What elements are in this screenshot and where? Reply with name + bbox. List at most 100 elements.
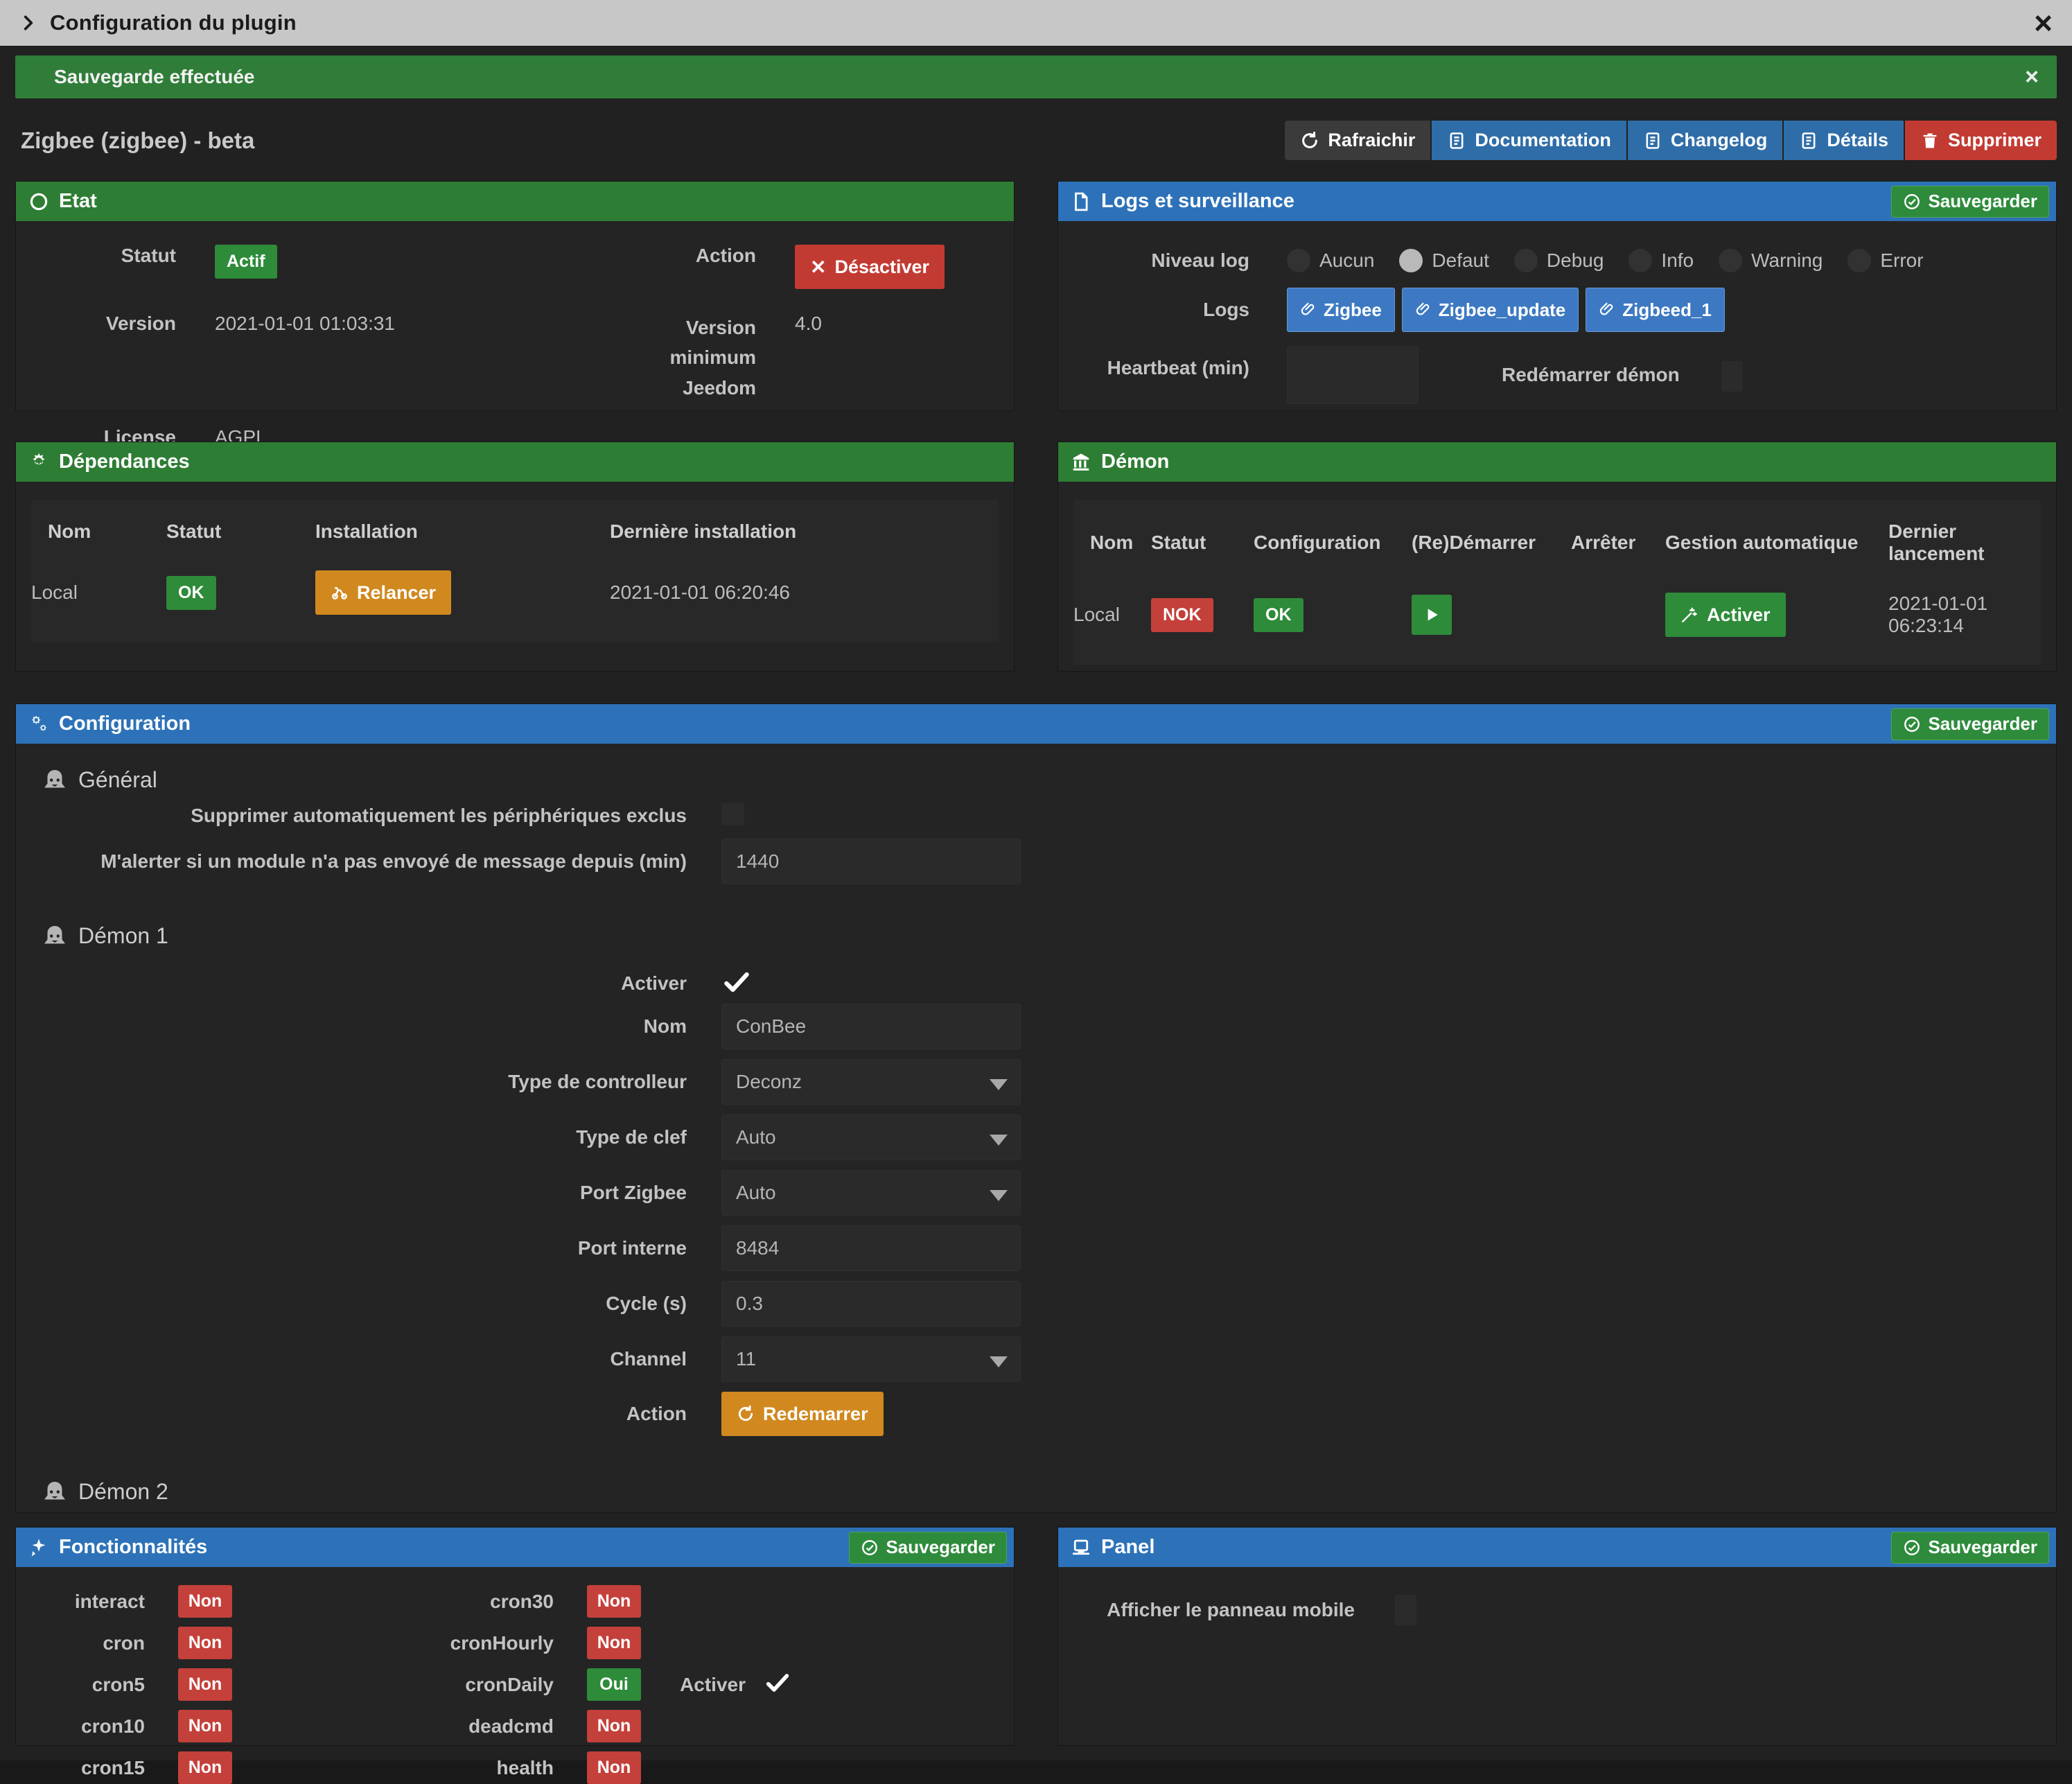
dep-header-installation: Installation xyxy=(315,521,418,542)
demon-panel: Démon Nom Statut Configuration (Re)Démar… xyxy=(1057,441,2057,672)
feat-activer-checkbox[interactable] xyxy=(764,1669,794,1700)
relaunch-dependencies-button[interactable]: Relancer xyxy=(315,570,452,615)
port-interne-input[interactable] xyxy=(721,1225,1021,1271)
changelog-button[interactable]: Changelog xyxy=(1627,121,1783,160)
paperclip-icon xyxy=(1599,301,1615,318)
port-zigbee-select[interactable]: Auto xyxy=(721,1170,1021,1216)
auto-remove-checkbox[interactable] xyxy=(721,803,744,825)
feat-cronhourly-badge: Non xyxy=(587,1627,641,1659)
dependances-panel: Dépendances Nom Statut Installation Dern… xyxy=(15,441,1015,672)
start-daemon-button[interactable] xyxy=(1412,595,1452,635)
heartbeat-label: Heartbeat (min) xyxy=(1107,357,1249,378)
feat-cron-label: cron xyxy=(103,1632,145,1654)
fonctionnalites-save-button[interactable]: Sauvegarder xyxy=(849,1531,1007,1564)
version-value: 2021-01-01 01:03:31 xyxy=(215,313,395,334)
alert-close-icon[interactable]: × xyxy=(2025,63,2039,90)
dem-dernier-value: 2021-01-01 06:23:14 xyxy=(1888,593,1988,636)
type-clef-select[interactable]: Auto xyxy=(721,1114,1021,1160)
cycle-label: Cycle (s) xyxy=(606,1292,687,1314)
disable-plugin-button[interactable]: ✕ Désactiver xyxy=(795,245,945,289)
refresh-button[interactable]: Rafraichir xyxy=(1285,121,1431,160)
check-circle-icon xyxy=(861,1539,879,1557)
mobile-panel-checkbox[interactable] xyxy=(1395,1595,1416,1625)
chevron-down-icon xyxy=(990,1135,1008,1146)
book-icon xyxy=(1643,131,1662,150)
feat-cron30-badge: Non xyxy=(587,1585,641,1618)
window-close-icon[interactable]: × xyxy=(2034,5,2053,41)
radio-error[interactable] xyxy=(1847,249,1872,272)
type-controlleur-label: Type de controlleur xyxy=(508,1070,687,1092)
cycle-input[interactable] xyxy=(721,1281,1021,1327)
radio-info[interactable] xyxy=(1628,249,1653,272)
dep-nom: Local xyxy=(31,581,78,603)
feat-cron30-label: cron30 xyxy=(490,1590,554,1612)
window-title: Configuration du plugin xyxy=(50,10,297,35)
etat-panel: Etat Statut Actif Action ✕ Désactiver Ver… xyxy=(15,181,1015,448)
panel-save-button[interactable]: Sauvegarder xyxy=(1891,1531,2049,1564)
dem-header-dernier: Dernier lancement xyxy=(1888,521,1985,564)
feat-cron5-badge: Non xyxy=(178,1668,232,1701)
feat-deadcmd-label: deadcmd xyxy=(468,1715,554,1737)
log-file-zigbeed-1[interactable]: Zigbeed_1 xyxy=(1586,288,1725,332)
configuration-panel: Configuration Sauvegarder Général Suppri… xyxy=(15,703,2057,1556)
channel-select[interactable]: 11 xyxy=(721,1336,1021,1382)
general-section-title: Général xyxy=(42,767,2056,793)
demon1-nom-input[interactable] xyxy=(721,1004,1021,1049)
configuration-save-button[interactable]: Sauvegarder xyxy=(1891,708,2049,740)
radio-defaut[interactable] xyxy=(1399,249,1423,272)
play-icon xyxy=(1423,606,1441,624)
dem-header-redemarrer: (Re)Démarrer xyxy=(1412,532,1536,553)
demon1-section-title: Démon 1 xyxy=(42,923,2056,949)
demon1-activer-label: Activer xyxy=(621,972,687,995)
radio-defaut-label: Defaut xyxy=(1432,250,1489,271)
page: Sauvegarde effectuée × Zigbee (zigbee) -… xyxy=(0,46,2072,1784)
cog-icon xyxy=(28,452,49,473)
feat-cron10-badge: Non xyxy=(178,1710,232,1742)
feat-interact-label: interact xyxy=(74,1590,145,1612)
details-button[interactable]: Détails xyxy=(1784,121,1904,160)
log-file-zigbee[interactable]: Zigbee xyxy=(1287,288,1395,332)
restart-daemon-checkbox[interactable] xyxy=(1721,361,1743,392)
check-circle-icon xyxy=(1903,193,1921,211)
feat-crondaily-badge: Oui xyxy=(587,1668,641,1701)
radio-info-label: Info xyxy=(1661,250,1694,271)
x-icon: ✕ xyxy=(810,256,827,278)
dem-statut-badge: NOK xyxy=(1151,597,1213,632)
documentation-button[interactable]: Documentation xyxy=(1432,121,1626,160)
radio-debug-label: Debug xyxy=(1546,250,1604,271)
wrench-icon xyxy=(331,584,349,602)
action-label: Action xyxy=(695,245,756,266)
restart-daemon-button[interactable]: Redemarrer xyxy=(721,1392,884,1436)
book-icon xyxy=(1447,131,1466,150)
auto-manage-button[interactable]: Activer xyxy=(1665,593,1786,637)
feat-health-badge: Non xyxy=(587,1751,641,1784)
logs-save-button[interactable]: Sauvegarder xyxy=(1891,185,2049,218)
logs-panel: Logs et surveillance Sauvegarder Niveau … xyxy=(1057,181,2057,411)
auto-remove-label: Supprimer automatiquement les périphériq… xyxy=(191,804,687,826)
version-min-label: Version minimum Jeedom xyxy=(669,317,756,399)
version-min-value: 4.0 xyxy=(795,313,822,334)
statut-label: Statut xyxy=(121,245,176,266)
delete-button[interactable]: Supprimer xyxy=(1904,121,2057,160)
demon-title: Démon xyxy=(1101,451,1170,473)
radio-aucun[interactable] xyxy=(1287,249,1310,272)
fonctionnalites-title: Fonctionnalités xyxy=(59,1536,208,1558)
mobile-panel-label: Afficher le panneau mobile xyxy=(1107,1599,1355,1620)
type-clef-label: Type de clef xyxy=(576,1126,687,1148)
type-controlleur-select[interactable]: Deconz xyxy=(721,1059,1021,1105)
demon1-nom-label: Nom xyxy=(643,1015,687,1037)
feat-cronhourly-label: cronHourly xyxy=(450,1632,554,1654)
heartbeat-input[interactable] xyxy=(1287,346,1419,404)
alert-delay-input[interactable] xyxy=(721,839,1021,884)
port-zigbee-label: Port Zigbee xyxy=(579,1181,687,1203)
radio-debug[interactable] xyxy=(1513,249,1538,272)
radio-warning[interactable] xyxy=(1719,249,1743,272)
bank-icon xyxy=(1071,452,1091,473)
page-title: Zigbee (zigbee) - beta xyxy=(21,127,255,153)
paperclip-icon xyxy=(1300,301,1317,318)
log-file-zigbee-update[interactable]: Zigbee_update xyxy=(1401,288,1579,332)
dem-header-statut: Statut xyxy=(1151,532,1206,553)
dem-config-badge: OK xyxy=(1254,597,1303,632)
demon1-activer-checkbox[interactable] xyxy=(721,967,752,997)
demon2-section-title: Démon 2 xyxy=(42,1479,2056,1505)
